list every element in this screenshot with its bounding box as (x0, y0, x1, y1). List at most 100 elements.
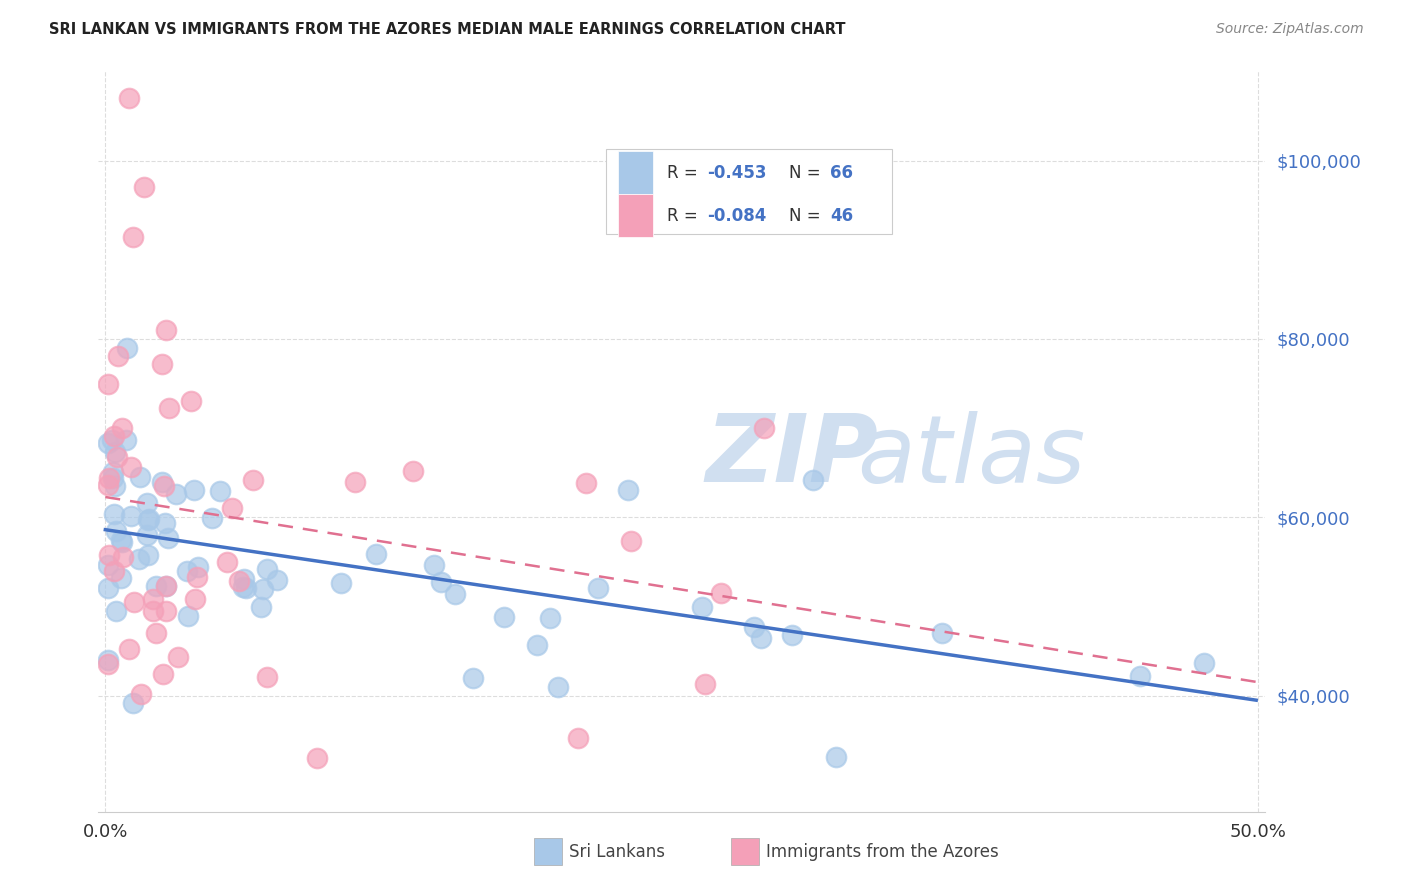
Point (180, 393, 202, 408)
Point (111, 535, 134, 549)
Point (366, 548, 388, 562)
Text: 46: 46 (830, 207, 853, 225)
Point (744, 620, 766, 634)
Point (97, 478, 120, 492)
Point (110, 571, 132, 585)
FancyBboxPatch shape (617, 194, 652, 237)
Point (330, 575, 353, 590)
Point (103, 565, 125, 579)
Point (155, 323, 177, 337)
Point (567, 731, 589, 746)
Point (145, 626, 167, 640)
Point (167, 650, 190, 665)
Text: R =: R = (666, 207, 703, 225)
Point (111, 550, 134, 565)
Point (617, 483, 640, 498)
Point (132, 180, 155, 194)
Point (526, 639, 548, 653)
Point (97, 549, 120, 563)
Point (754, 420, 776, 434)
Point (122, 696, 145, 710)
Point (186, 570, 208, 584)
Point (242, 473, 264, 487)
Point (344, 475, 367, 489)
Point (136, 496, 159, 510)
Point (138, 512, 160, 526)
Point (138, 548, 160, 562)
Text: N =: N = (789, 207, 827, 225)
Point (176, 564, 198, 578)
Point (494, 610, 516, 624)
Point (97, 652, 120, 666)
Point (107, 349, 129, 363)
Point (165, 487, 187, 501)
Point (157, 401, 180, 416)
Point (228, 574, 250, 589)
Point (120, 509, 142, 524)
Text: Immigrants from the Azores: Immigrants from the Azores (766, 843, 1000, 861)
Point (256, 670, 278, 684)
Point (142, 604, 165, 618)
Point (155, 579, 177, 593)
Point (402, 464, 425, 478)
Point (104, 479, 127, 493)
Point (231, 580, 253, 594)
Point (430, 574, 453, 589)
Point (184, 591, 207, 606)
Text: Sri Lankans: Sri Lankans (569, 843, 665, 861)
Point (444, 587, 467, 601)
Point (157, 531, 180, 545)
Point (150, 475, 173, 490)
Point (252, 582, 274, 596)
Point (118, 642, 141, 657)
Point (105, 450, 128, 464)
Point (153, 479, 176, 493)
Text: Source: ZipAtlas.com: Source: ZipAtlas.com (1216, 22, 1364, 37)
Text: 66: 66 (830, 164, 853, 182)
Point (152, 667, 174, 681)
Point (111, 421, 134, 435)
Point (266, 573, 288, 587)
Point (221, 500, 243, 515)
Point (128, 470, 150, 484)
Text: atlas: atlas (858, 411, 1085, 502)
Point (187, 560, 209, 574)
Text: R =: R = (666, 164, 703, 182)
Point (97, 471, 120, 485)
Text: SRI LANKAN VS IMMIGRANTS FROM THE AZORES MEDIAN MALE EARNINGS CORRELATION CHART: SRI LANKAN VS IMMIGRANTS FROM THE AZORES… (49, 22, 846, 37)
Point (122, 594, 145, 608)
Point (249, 600, 271, 615)
Point (307, 751, 329, 765)
Point (136, 513, 159, 527)
Point (463, 671, 485, 685)
Point (749, 632, 772, 646)
Text: -0.084: -0.084 (707, 207, 766, 225)
Point (1194, 656, 1216, 670)
Point (183, 483, 205, 498)
Point (538, 611, 561, 625)
Point (101, 471, 124, 485)
Point (155, 604, 177, 618)
Point (115, 341, 138, 355)
Point (97, 558, 120, 573)
Point (101, 465, 124, 479)
Point (129, 687, 152, 701)
Point (97, 657, 120, 672)
Point (931, 626, 953, 640)
FancyBboxPatch shape (606, 149, 891, 235)
Point (201, 511, 224, 525)
Text: N =: N = (789, 164, 827, 182)
Point (110, 533, 132, 547)
Point (128, 551, 150, 566)
Point (423, 558, 446, 572)
Point (142, 591, 165, 606)
Point (586, 581, 609, 595)
Point (620, 533, 643, 548)
Point (235, 581, 257, 595)
Point (115, 434, 138, 448)
Point (690, 600, 713, 615)
Point (233, 572, 256, 586)
Point (97, 581, 120, 595)
Point (575, 476, 598, 491)
Point (104, 445, 127, 459)
